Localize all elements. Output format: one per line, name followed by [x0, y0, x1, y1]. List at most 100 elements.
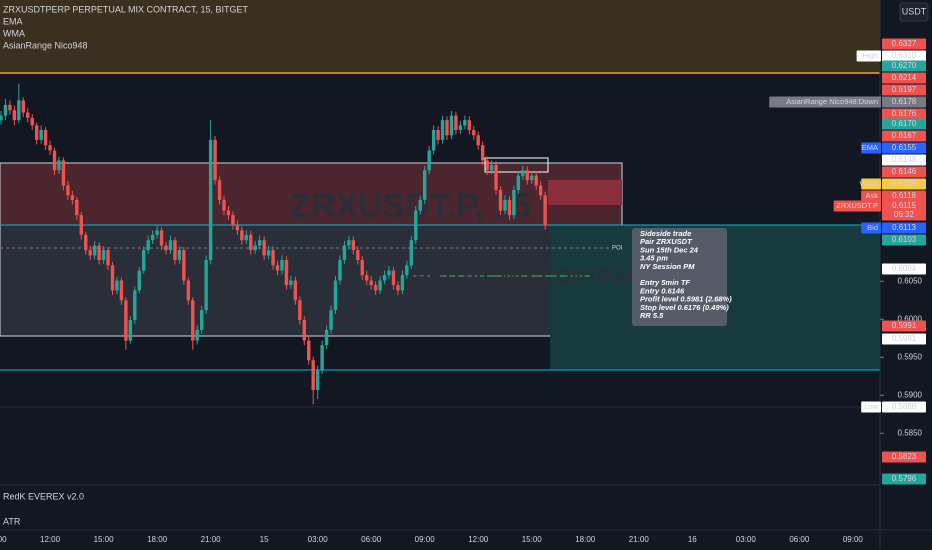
candle-body — [307, 340, 311, 361]
x-tick-label: 15:00 — [522, 535, 543, 544]
y-tick-label: 0.6000 — [898, 314, 923, 323]
x-tick-label: 18:00 — [575, 535, 596, 544]
candle-body — [298, 300, 302, 321]
candle-body — [97, 245, 101, 260]
candle-body — [400, 275, 405, 291]
x-tick-label: 15:00 — [94, 535, 115, 544]
indicator-name: AsianRange Nico948 — [3, 40, 88, 50]
x-tick-label: 06:00 — [789, 535, 810, 544]
candle-body — [431, 129, 436, 151]
candle-body — [142, 250, 146, 271]
candle-body — [275, 265, 280, 271]
price-label-bg — [882, 108, 926, 120]
indicators: EMA WMA AsianRange Nico948 — [3, 16, 88, 50]
candle-body — [320, 345, 324, 371]
plot — [0, 83, 547, 405]
candle-body — [30, 117, 34, 126]
currency-button[interactable] — [899, 2, 929, 22]
candle-body — [262, 240, 266, 256]
candle-body — [191, 300, 195, 341]
candle-body — [52, 150, 57, 171]
note-line: Profit level 0.5981 (2.68%) — [640, 295, 732, 304]
candle-body — [92, 245, 97, 256]
candle-body — [280, 259, 284, 271]
candle-body — [382, 275, 387, 281]
note-line: RR 5.5 — [640, 311, 664, 320]
x-tick-label: 09:00 — [0, 535, 7, 544]
price-label: 0.6310 — [892, 51, 917, 60]
y-tick-label: 0.5850 — [898, 428, 923, 437]
candle-body — [213, 139, 217, 181]
candle-body — [423, 170, 427, 200]
candle-body — [440, 120, 445, 140]
candle-body — [293, 280, 298, 301]
price-label: 0.6125 — [892, 179, 917, 188]
currency[interactable]: USDT — [902, 6, 927, 16]
tag-bg — [861, 190, 881, 202]
candle-body — [159, 230, 164, 246]
price-label-bg — [882, 263, 926, 275]
tag: Low — [864, 402, 878, 411]
price-label-bg — [882, 178, 926, 190]
note-line: Entry 5min TF — [640, 278, 690, 287]
candle-body — [472, 129, 476, 136]
candle-body — [485, 160, 489, 171]
candle-body — [164, 245, 168, 251]
y-tick-label: 0.6050 — [898, 276, 923, 285]
tag: Bid — [867, 223, 878, 232]
candle-body — [240, 230, 244, 241]
price-label-bg — [882, 222, 926, 234]
candle-body — [458, 125, 463, 130]
tag-bg — [861, 401, 881, 413]
candle-body — [516, 175, 521, 191]
candle-body — [186, 280, 191, 301]
y-tick-label: 0.5950 — [898, 352, 923, 361]
candle-body — [445, 120, 449, 136]
candle-body — [128, 320, 133, 341]
poi-label: POI — [612, 246, 623, 252]
price-label-bg — [882, 166, 926, 178]
x-tick-label: 21:00 — [201, 535, 222, 544]
candle-body — [110, 265, 115, 291]
tag: Ask — [865, 191, 878, 200]
candle-body — [208, 139, 213, 260]
candle-body — [231, 215, 235, 226]
candle-body — [177, 250, 182, 260]
pane-name: RedK EVEREX v2.0 — [3, 491, 84, 501]
candle-body — [217, 180, 222, 200]
x-tick-label: 09:00 — [843, 535, 864, 544]
candle-body — [115, 280, 119, 291]
candle-body — [436, 129, 440, 140]
candle-body — [244, 234, 248, 241]
price-label: 0.6115 — [892, 201, 916, 210]
candle-body — [463, 120, 467, 126]
price-label: 0.5888 — [892, 402, 917, 411]
tag: EMA — [862, 143, 878, 152]
candle-body — [70, 195, 75, 200]
price-label-bg — [882, 451, 926, 463]
candle-body — [0, 115, 3, 121]
candle-body — [57, 160, 61, 171]
candle-body — [329, 310, 333, 330]
x-tick-label: 15 — [260, 535, 269, 544]
candle-body — [414, 210, 418, 241]
price-label: 0.6176 — [892, 109, 917, 118]
candle-body — [356, 250, 360, 260]
note-box — [632, 228, 727, 326]
candle-body — [467, 120, 471, 130]
x-tick-label: 06:00 — [361, 535, 382, 544]
price-label: 0.6178 — [892, 97, 917, 106]
candle-body — [449, 115, 454, 136]
x-tick-label: 12:00 — [40, 535, 61, 544]
candle-body — [182, 250, 186, 281]
tag-bg — [856, 50, 881, 62]
candle-body — [338, 259, 342, 281]
price-label-bg — [882, 60, 926, 72]
candle-body — [200, 310, 204, 330]
note-line: Sun 15th Dec 24 — [640, 245, 699, 254]
candle-body — [43, 129, 48, 146]
price-label: 0.5823 — [892, 452, 917, 461]
candle-body — [257, 240, 262, 246]
tag: AsianRange Nico948:Down — [786, 97, 878, 106]
